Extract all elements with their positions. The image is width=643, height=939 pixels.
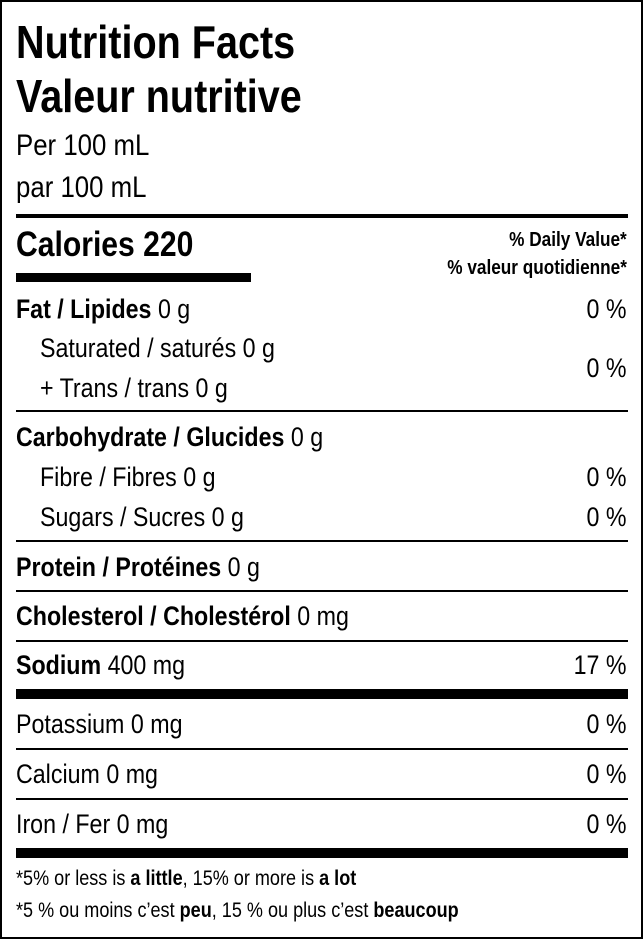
nutrient-sugars: Sugars / Sucres 0 g — [40, 502, 244, 532]
nutrient-sodium: Sodium 400 mg — [16, 650, 186, 680]
fibre-dv: 0 % — [586, 462, 627, 492]
calories: Calories 220 — [16, 226, 193, 264]
sodium-dv: 17 % — [574, 650, 627, 680]
divider — [16, 410, 628, 412]
nutrient-fibre: Fibre / Fibres 0 g — [40, 462, 216, 492]
divider — [16, 798, 628, 800]
daily-value-header-en: % Daily Value* — [509, 229, 627, 251]
calories-underline — [16, 273, 251, 282]
calories-value: 220 — [143, 225, 194, 264]
nutrient-potassium: Potassium 0 mg — [16, 709, 183, 739]
fat-dv: 0 % — [586, 294, 627, 324]
footnote-fr: *5 % ou moins c’est peu, 15 % ou plus c’… — [16, 899, 459, 922]
divider — [16, 640, 628, 642]
serving-size-en: Per 100 mL — [16, 129, 150, 162]
divider-thick — [16, 848, 628, 858]
nutrient-saturated: Saturated / saturés 0 g — [40, 333, 275, 363]
saturated-trans-dv: 0 % — [586, 353, 627, 383]
calcium-dv: 0 % — [586, 759, 627, 789]
daily-value-header-fr: % valeur quotidienne* — [447, 257, 627, 279]
footnote-en: *5% or less is a little, 15% or more is … — [16, 867, 357, 890]
title-fr: Valeur nutritive — [16, 70, 302, 122]
nutrient-calcium: Calcium 0 mg — [16, 759, 158, 789]
divider — [16, 748, 628, 750]
potassium-dv: 0 % — [586, 709, 627, 739]
serving-size-fr: par 100 mL — [16, 171, 147, 204]
divider — [16, 590, 628, 592]
sugars-dv: 0 % — [586, 502, 627, 532]
iron-dv: 0 % — [586, 809, 627, 839]
divider-thick — [16, 214, 628, 218]
divider — [16, 540, 628, 542]
calories-label: Calories — [16, 225, 135, 264]
title-en: Nutrition Facts — [16, 16, 296, 68]
nutrient-carbohydrate: Carbohydrate / Glucides 0 g — [16, 422, 324, 452]
nutrient-cholesterol: Cholesterol / Cholestérol 0 mg — [16, 601, 349, 631]
nutrient-trans: + Trans / trans 0 g — [40, 373, 228, 403]
nutrient-fat: Fat / Lipides 0 g — [16, 294, 191, 324]
nutrient-iron: Iron / Fer 0 mg — [16, 809, 169, 839]
divider-thick — [16, 689, 628, 699]
nutrient-protein: Protein / Protéines 0 g — [16, 552, 260, 582]
